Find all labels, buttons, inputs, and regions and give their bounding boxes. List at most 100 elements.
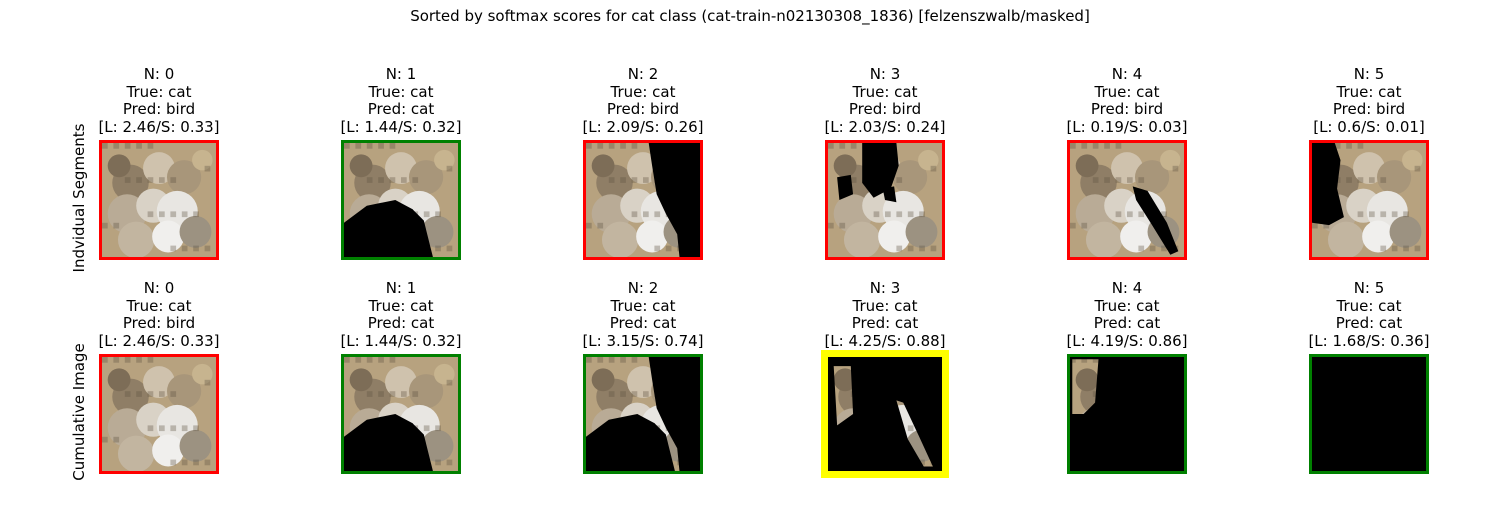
fur-patch	[434, 363, 455, 385]
pixel	[389, 391, 396, 397]
pixel	[204, 245, 211, 252]
pixel	[1138, 211, 1145, 218]
fur-patch	[878, 220, 911, 253]
mask-region	[648, 143, 700, 257]
panel-title: N: 4 True: cat Pred: bird [L: 0.19/S: 0.03]	[1027, 0, 1227, 136]
pixel	[1161, 245, 1167, 252]
image-canvas	[102, 357, 216, 471]
true-label: True: cat	[368, 296, 434, 315]
pixel	[389, 143, 396, 149]
image-canvas	[828, 143, 942, 257]
pixel	[885, 211, 891, 218]
fur-patch	[349, 154, 373, 178]
pixel	[159, 177, 165, 183]
pixel	[124, 143, 131, 149]
segment-image	[825, 140, 945, 260]
fur-patch	[1134, 160, 1170, 195]
pixel	[930, 165, 937, 172]
score-label: [L: 4.25/S: 0.88]	[824, 331, 946, 350]
pixel	[204, 379, 211, 386]
pixel	[1149, 245, 1156, 252]
mask-region	[862, 143, 899, 198]
pixel	[446, 459, 453, 466]
pixel	[193, 459, 199, 466]
pixel	[193, 245, 199, 252]
score-label: [L: 0.19/S: 0.03]	[1066, 117, 1188, 136]
true-label: True: cat	[126, 296, 192, 315]
pixel	[1346, 143, 1352, 149]
segment-image	[583, 354, 703, 474]
panel-index: N: 0	[143, 279, 175, 297]
pixel	[586, 357, 592, 363]
panel-index: N: 2	[627, 65, 659, 83]
mask-region	[1132, 186, 1179, 255]
pixel	[1357, 143, 1364, 149]
score-label: [L: 4.19/S: 0.86]	[1066, 331, 1188, 350]
fur-patch	[1120, 220, 1153, 253]
image-canvas	[1070, 143, 1184, 257]
image-canvas	[586, 143, 700, 257]
pred-label: Pred: cat	[367, 314, 435, 332]
panel-index: N: 5	[1353, 279, 1385, 297]
pixel	[654, 211, 661, 218]
pixel	[620, 357, 626, 363]
segment-image	[1309, 140, 1429, 260]
pixel	[1081, 143, 1088, 149]
pixel	[1334, 143, 1341, 149]
fur-patch	[843, 221, 881, 257]
pixel	[366, 177, 373, 183]
pixel	[366, 143, 373, 149]
fur-patch	[591, 368, 615, 392]
pixel	[124, 357, 131, 363]
fur-patch	[152, 434, 185, 467]
fur-patch	[434, 149, 455, 171]
pixel	[1391, 211, 1398, 218]
fur-patch	[179, 215, 212, 248]
pixel	[1312, 222, 1318, 229]
pixel	[919, 459, 925, 466]
segment-image	[1309, 354, 1429, 474]
panel-title: N: 1 True: cat Pred: cat [L: 1.44/S: 0.32]	[301, 0, 501, 136]
pixel	[181, 211, 188, 218]
pixel	[366, 391, 373, 397]
pixel	[620, 143, 626, 149]
fur-patch	[1075, 154, 1099, 178]
image-canvas	[1312, 143, 1426, 257]
pred-label: Pred: cat	[851, 314, 919, 332]
pixel	[620, 177, 626, 183]
pixel	[102, 357, 108, 363]
pixel	[102, 143, 108, 149]
pixel	[1403, 245, 1409, 252]
image-canvas	[344, 143, 458, 257]
pixel	[401, 177, 407, 183]
pixel	[608, 357, 615, 363]
score-label: [L: 2.03/S: 0.24]	[824, 117, 946, 136]
pred-label: Pred: bird	[848, 100, 922, 118]
true-label: True: cat	[610, 82, 676, 101]
pixel	[1092, 177, 1099, 183]
pixel	[204, 459, 211, 466]
fur-patch	[1353, 152, 1385, 185]
pixel	[124, 177, 131, 183]
pixel	[1369, 177, 1375, 183]
fur-patch	[385, 366, 417, 399]
pixel	[828, 143, 834, 149]
segment-image	[1067, 140, 1187, 260]
pixel	[1391, 245, 1398, 252]
pixel	[147, 211, 154, 218]
fur-patch	[192, 363, 213, 385]
segment-image	[821, 350, 949, 478]
segment-image	[341, 354, 461, 474]
pixel	[423, 211, 430, 218]
mask-region	[344, 414, 433, 471]
pixel	[446, 245, 453, 252]
pixel	[378, 177, 384, 183]
score-label: [L: 3.15/S: 0.74]	[582, 331, 704, 350]
fur-patch	[421, 429, 454, 462]
pred-label: Pred: bird	[122, 100, 196, 118]
pixel	[1115, 211, 1122, 218]
panel-index: N: 1	[385, 279, 417, 297]
pixel	[435, 459, 441, 466]
pixel	[181, 459, 188, 466]
panel-index: N: 3	[869, 279, 901, 297]
